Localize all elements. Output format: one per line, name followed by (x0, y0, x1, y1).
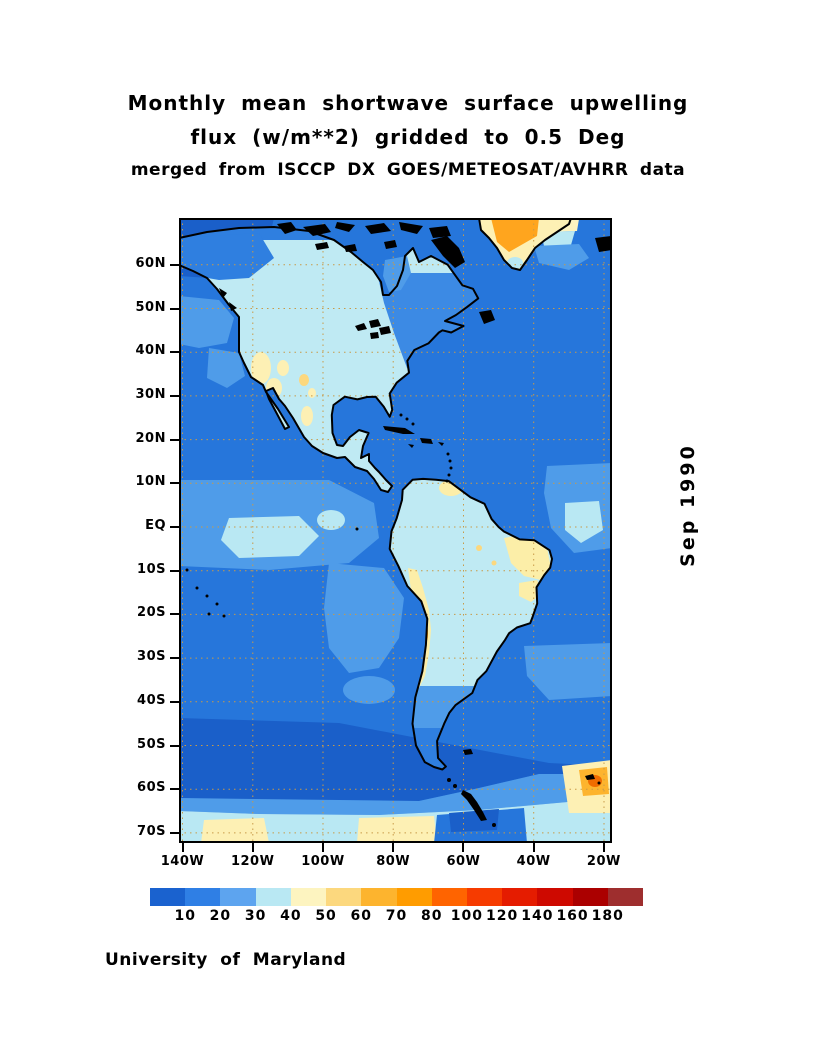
y-axis-label: 10S (137, 561, 166, 577)
colorbar-cell (396, 888, 432, 906)
x-axis-label: 20W (586, 854, 621, 869)
date-label-text: Sep 1990 (677, 443, 699, 567)
y-axis-tick (170, 526, 179, 528)
y-axis-label: 30S (137, 649, 166, 665)
ocean-light-antarctic-band (179, 774, 612, 815)
x-axis-label: 80W (376, 854, 411, 869)
y-axis-label: 20S (137, 605, 166, 621)
figure-title-line1: Monthly mean shortwave surface upwelling (127, 91, 689, 115)
colorbar-cells (150, 888, 644, 906)
antarctic-cream-1 (201, 818, 269, 843)
colorbar-cell (326, 888, 362, 906)
colorbar-tick-label: 70 (385, 908, 408, 924)
colorbar-cell (185, 888, 221, 906)
y-axis-tick (170, 569, 179, 572)
colorbar-tick-label: 30 (244, 908, 267, 924)
y-axis-tick (170, 700, 179, 703)
colorbar-tick-label: 40 (280, 908, 302, 924)
colorbar-cell (607, 888, 644, 906)
colorbar-tick-label: 50 (315, 908, 337, 924)
colorbar-tick-label: 100 (450, 908, 484, 924)
x-axis-tick (462, 843, 465, 852)
ocean-light-greenland-south (534, 244, 589, 270)
colorbar-cell (537, 888, 573, 906)
y-axis-label: 30N (135, 386, 166, 402)
figure-subtitle: merged from ISCCP DX GOES/METEOSAT/AVHRR… (130, 160, 686, 180)
ocean-light-se-pacific (324, 563, 404, 673)
ocean-light-north-pacific (179, 296, 234, 348)
y-axis-label: 40N (135, 343, 166, 359)
y-axis-tick (170, 657, 179, 660)
x-axis-tick (392, 843, 395, 852)
ocean-light-s-atlantic (524, 643, 612, 700)
y-axis-label: 60S (137, 780, 166, 796)
x-axis-label: 120W (230, 854, 275, 869)
graticule (179, 218, 612, 843)
x-axis-label: 40W (516, 854, 551, 869)
coastlines (179, 218, 572, 771)
x-axis-tick (181, 843, 184, 852)
y-axis-label: 50N (135, 299, 166, 315)
antarctic-cream-2 (357, 816, 437, 843)
colorbar-cell (431, 888, 467, 906)
y-axis-label: 10N (135, 474, 166, 490)
colorbar-cell (502, 888, 538, 906)
x-axis-tick (321, 843, 324, 852)
y-axis-label: 70S (137, 823, 166, 839)
y-axis-tick (170, 438, 179, 441)
ocean-pale-eq-pacific-2 (317, 510, 345, 530)
y-axis-label: 60N (135, 255, 166, 271)
colorbar-labels: 10 20 30 40 50 60 70 80 100 120 140 160 180 (150, 908, 643, 926)
y-axis-tick (170, 307, 179, 310)
x-axis-label: 60W (446, 854, 481, 869)
y-axis-label: 40S (137, 692, 166, 708)
map-frame (179, 218, 612, 843)
credit-text: University of Maryland (105, 950, 347, 970)
colorbar-cell (572, 888, 608, 906)
y-axis-tick (170, 394, 179, 397)
map-canvas (179, 218, 612, 843)
colorbar-tick-label: 180 (591, 908, 624, 924)
ocean-light-se-pacific-2 (343, 676, 395, 704)
ocean-pale-eq-atlantic (565, 501, 603, 543)
x-axis-label: 140W (160, 854, 205, 869)
y-axis-label: EQ (145, 518, 166, 533)
colorbar-cell (361, 888, 397, 906)
colorbar-cell (290, 888, 327, 906)
colorbar-tick-label: 80 (420, 908, 443, 924)
y-axis-tick (170, 831, 179, 834)
colorbar-tick-label: 60 (350, 908, 373, 924)
figure-title-line2: flux (w/m**2) gridded to 0.5 Deg (190, 125, 626, 149)
x-axis-tick (532, 843, 535, 852)
y-axis-tick (170, 613, 179, 616)
x-axis-tick (602, 843, 605, 852)
y-axis-tick (170, 744, 179, 747)
colorbar-tick-label: 20 (209, 908, 232, 924)
ocean-light-california (207, 348, 245, 388)
antarctic-dark-notch (449, 809, 499, 832)
y-axis-tick (170, 351, 179, 354)
islands (185, 222, 612, 827)
y-axis-label: 50S (137, 736, 166, 752)
colorbar-cell (150, 888, 186, 906)
y-axis-label: 20N (135, 430, 166, 446)
colorbar-cell (220, 888, 256, 906)
ocean-dark-southern (179, 718, 612, 801)
colorbar-tick-label: 160 (556, 908, 589, 924)
x-axis-tick (251, 843, 254, 852)
x-axis-label: 100W (301, 854, 345, 869)
y-axis-tick (170, 482, 179, 485)
title-block: Monthly mean shortwave surface upwelling… (0, 86, 816, 186)
colorbar-tick-label: 10 (174, 908, 196, 924)
colorbar-tick-label: 140 (521, 908, 554, 924)
colorbar-cell (255, 888, 291, 906)
colorbar-cell (466, 888, 503, 906)
colorbar-tick-label: 120 (486, 908, 519, 924)
y-axis-tick (170, 788, 179, 791)
y-axis-tick (170, 263, 179, 266)
